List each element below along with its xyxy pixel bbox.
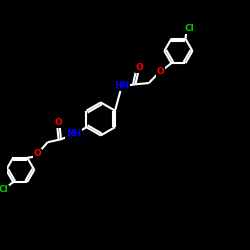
Text: Cl: Cl xyxy=(185,24,194,33)
Text: Cl: Cl xyxy=(0,185,8,194)
Text: O: O xyxy=(157,68,164,76)
Text: O: O xyxy=(136,63,143,72)
Text: HN: HN xyxy=(114,81,130,90)
Text: NH: NH xyxy=(66,130,81,138)
Text: O: O xyxy=(34,150,41,158)
Text: O: O xyxy=(55,118,62,127)
